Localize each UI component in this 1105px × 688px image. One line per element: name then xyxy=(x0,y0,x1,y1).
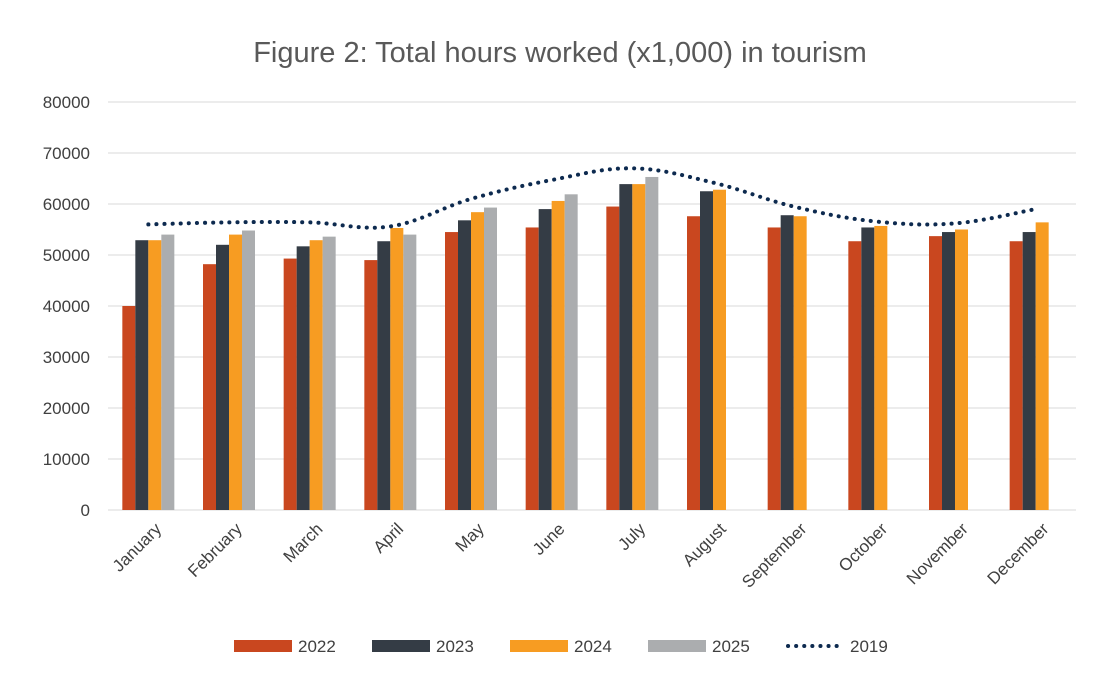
y-tick-label: 40000 xyxy=(43,297,90,316)
chart-title: Figure 2: Total hours worked (x1,000) in… xyxy=(253,37,867,69)
line-series-2019 xyxy=(146,166,1038,230)
bar-2022-march xyxy=(283,258,297,510)
bar-2022-december xyxy=(1009,241,1023,511)
bar-2024-august xyxy=(713,189,726,510)
y-tick-label: 70000 xyxy=(43,144,90,163)
bar-2023-february xyxy=(216,244,229,511)
y-tick-label: 60000 xyxy=(43,195,90,214)
y-tick-label: 20000 xyxy=(43,399,90,418)
bar-2024-april xyxy=(390,227,404,510)
y-tick-label: 80000 xyxy=(43,93,90,112)
bar-2023-january xyxy=(135,240,149,510)
bar-2023-october xyxy=(861,227,875,510)
bar-2025-january xyxy=(161,234,175,510)
bar-2024-november xyxy=(955,229,968,510)
bar-2024-december xyxy=(1035,222,1049,511)
x-tick-label: February xyxy=(184,519,246,581)
x-tick-label: October xyxy=(835,519,891,575)
legend: 2022 2023 2024 2025 2019 xyxy=(234,637,888,656)
x-tick-label: July xyxy=(614,519,649,554)
line-series xyxy=(146,166,1038,230)
bar-2025-june xyxy=(564,194,578,510)
bar-2022-october xyxy=(848,241,862,511)
y-tick-label: 0 xyxy=(81,501,90,520)
legend-label: 2024 xyxy=(574,637,612,656)
x-tick-label: June xyxy=(529,519,569,559)
bar-2022-february xyxy=(203,264,216,510)
bar-2024-july xyxy=(632,184,646,511)
bar-2024-february xyxy=(229,234,242,510)
x-tick-label: September xyxy=(738,519,810,591)
bar-2024-september xyxy=(793,216,807,511)
y-tick-label: 30000 xyxy=(43,348,90,367)
y-tick-label: 10000 xyxy=(43,450,90,469)
bar-2024-may xyxy=(471,212,484,510)
bar-2023-november xyxy=(942,232,955,511)
x-tick-label: March xyxy=(280,519,327,566)
x-tick-label: December xyxy=(984,519,1053,588)
legend-swatch xyxy=(510,640,568,652)
bar-2023-may xyxy=(458,220,471,510)
gridlines xyxy=(108,101,1076,511)
y-tick-label: 50000 xyxy=(43,246,90,265)
bar-2025-april xyxy=(403,234,417,510)
legend-swatch xyxy=(648,640,706,652)
bar-2023-september xyxy=(780,215,794,510)
x-tick-label: May xyxy=(452,519,488,555)
legend-item-2023: 2023 xyxy=(372,637,474,656)
y-axis-tick-labels: 0 10000 20000 30000 40000 50000 60000 70000 8000… xyxy=(43,93,90,520)
legend-swatch xyxy=(234,640,292,652)
bar-2022-june xyxy=(525,227,539,510)
legend-item-2024: 2024 xyxy=(510,637,612,656)
legend-item-2019: 2019 xyxy=(786,637,888,656)
bar-2022-september xyxy=(767,227,781,510)
x-tick-label: January xyxy=(109,519,166,576)
legend-label: 2022 xyxy=(298,637,336,656)
bar-2023-july xyxy=(619,184,633,511)
legend-item-2025: 2025 xyxy=(648,637,750,656)
bar-2022-november xyxy=(929,236,942,510)
legend-label: 2019 xyxy=(850,637,888,656)
bar-2023-march xyxy=(296,246,310,510)
legend-label: 2023 xyxy=(436,637,474,656)
bars xyxy=(122,176,1049,511)
bar-2025-july xyxy=(645,176,659,510)
x-axis-tick-labels: January February March April May June July Augu… xyxy=(109,519,1053,592)
legend-label: 2025 xyxy=(712,637,750,656)
legend-swatch xyxy=(372,640,430,652)
x-tick-label: April xyxy=(370,519,407,556)
bar-2023-december xyxy=(1022,232,1036,511)
bar-2023-april xyxy=(377,241,391,511)
bar-2022-january xyxy=(122,306,136,510)
bar-2022-may xyxy=(445,232,458,511)
bar-2022-august xyxy=(687,216,700,511)
bar-2025-may xyxy=(484,207,497,510)
legend-item-2022: 2022 xyxy=(234,637,336,656)
bar-2024-june xyxy=(551,200,565,510)
bar-2022-july xyxy=(606,206,620,511)
bar-2023-june xyxy=(538,209,552,510)
bar-2024-january xyxy=(148,240,162,510)
x-tick-label: November xyxy=(903,519,972,588)
bar-2023-august xyxy=(700,191,713,510)
bar-2024-october xyxy=(874,225,888,510)
x-tick-label: August xyxy=(679,519,730,570)
bar-2025-march xyxy=(322,236,336,510)
bar-2022-april xyxy=(364,260,378,510)
bar-2025-february xyxy=(242,230,255,510)
bar-2024-march xyxy=(309,240,323,510)
